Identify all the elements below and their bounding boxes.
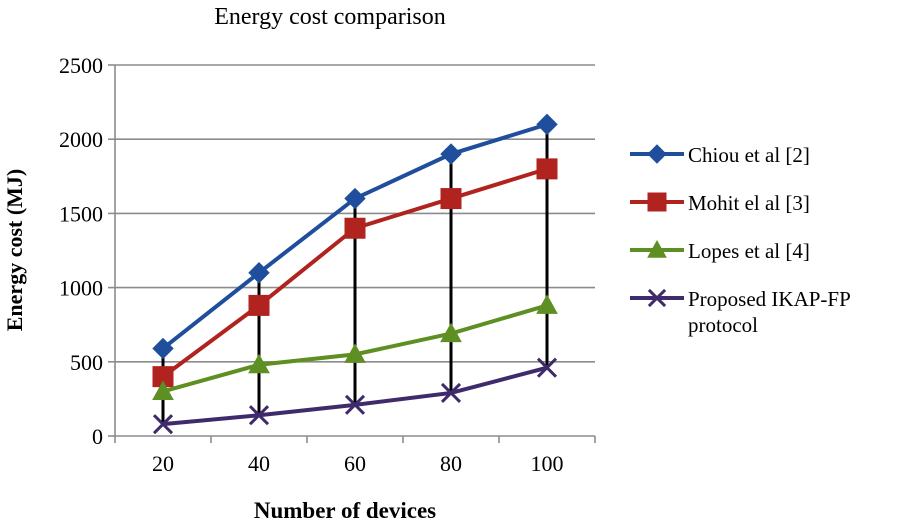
data-point-x <box>536 357 558 378</box>
data-point-square <box>536 158 558 180</box>
data-point-x <box>344 394 366 415</box>
legend-item: Proposed IKAP-FP protocol <box>628 286 898 338</box>
legend-label: Proposed IKAP-FP protocol <box>688 287 851 337</box>
x-axis-label: Number of devices <box>254 498 436 523</box>
data-point-diamond <box>248 262 270 284</box>
x-stroke <box>440 382 462 404</box>
data-point-diamond <box>344 187 366 210</box>
x-tick-label: 40 <box>248 451 270 476</box>
data-point-triangle <box>440 322 462 343</box>
data-point-square <box>248 294 270 316</box>
data-point-x <box>248 405 270 426</box>
x-tick-label: 20 <box>152 451 174 476</box>
data-point-x <box>152 414 174 435</box>
chart-title: Energy cost comparison <box>214 4 446 30</box>
series-0 <box>152 113 558 360</box>
data-point-diamond <box>152 337 174 360</box>
x-stroke <box>152 414 174 435</box>
y-tick-label: 0 <box>92 424 103 449</box>
legend-swatch <box>630 239 684 258</box>
x-tick-label: 60 <box>344 451 366 476</box>
series-layer <box>152 113 558 435</box>
y-tick-label: 1500 <box>59 201 103 226</box>
legend-swatch <box>630 192 684 212</box>
data-point-triangle <box>152 380 174 400</box>
x-stroke <box>344 394 366 415</box>
x-tick-label: 100 <box>531 451 564 476</box>
legend-item: Lopes et al [4] <box>628 238 898 264</box>
data-point-square <box>647 192 667 212</box>
data-point-triangle <box>248 353 270 374</box>
series-1 <box>152 158 558 388</box>
y-axis-label: Energy cost (MJ) <box>2 169 27 332</box>
data-point-x <box>440 382 462 404</box>
data-point-diamond <box>647 144 667 164</box>
legend-label: Chiou et al [2] <box>688 143 810 167</box>
legend-swatch <box>630 144 684 164</box>
legend-item: Chiou et al [2] <box>628 142 898 168</box>
series-3 <box>152 357 558 435</box>
legend-label: Lopes et al [4] <box>688 239 810 263</box>
axes-layer: 0 500 1000 1500 2000 2500 20 40 60 80 100 <box>59 53 596 476</box>
y-tick-label: 2500 <box>59 53 103 78</box>
y-tick-label: 2000 <box>59 127 103 152</box>
legend-label: Mohit el al [3] <box>688 191 810 215</box>
data-point-diamond <box>536 113 558 136</box>
data-point-diamond <box>440 143 462 165</box>
legend-swatch <box>630 288 684 308</box>
y-tick-label: 1000 <box>59 276 103 301</box>
data-point-triangle <box>536 294 558 314</box>
data-point-triangle <box>647 239 667 258</box>
x-stroke <box>248 405 270 426</box>
legend: Chiou et al [2] Mohit el al [3] Lopes et a… <box>628 142 898 338</box>
legend-item: Mohit el al [3] <box>628 190 898 216</box>
series-2 <box>152 294 558 400</box>
data-point-triangle <box>344 343 366 363</box>
data-point-x <box>647 288 667 308</box>
y-tick-label: 500 <box>70 350 103 375</box>
x-stroke <box>647 288 667 308</box>
x-tick-label: 80 <box>440 451 462 476</box>
data-point-square <box>344 217 366 239</box>
x-stroke <box>536 357 558 378</box>
drop-lines <box>161 124 549 425</box>
data-point-square <box>440 188 462 210</box>
